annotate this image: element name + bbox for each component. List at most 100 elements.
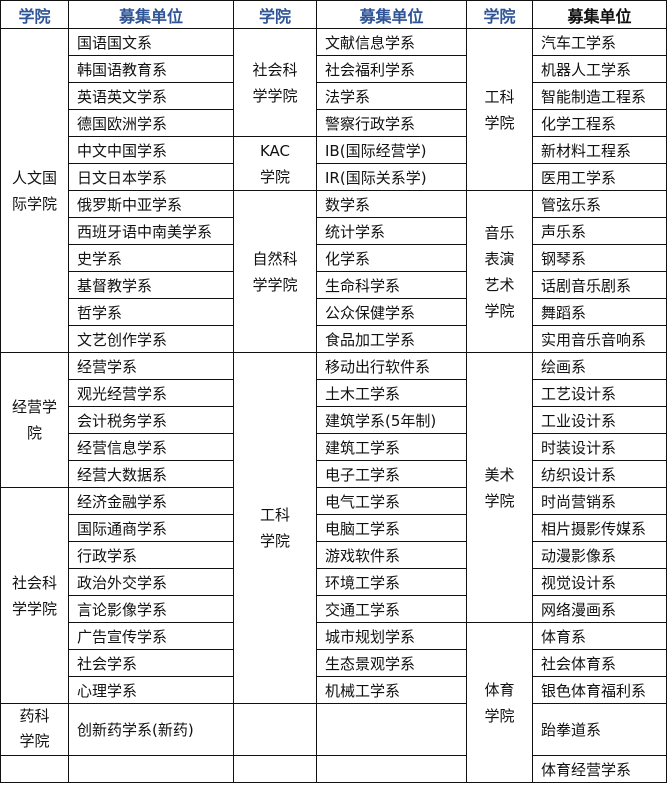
unit-cell: 话剧音乐剧系 — [532, 271, 667, 299]
college-cell: KAC 学院 — [233, 136, 317, 191]
header-college-3: 学院 — [466, 0, 533, 29]
unit-cell: 史学系 — [68, 244, 234, 272]
college-cell: 药科 学院 — [0, 703, 69, 756]
unit-cell: 实用音乐音响系 — [532, 325, 667, 353]
unit-cell: 俄罗斯中亚学系 — [68, 190, 234, 218]
table-row: 社会学系 生态景观学系 社会体育系 — [1, 649, 667, 677]
unit-cell: 哲学系 — [68, 298, 234, 326]
table-row: 心理学系 机械工学系 银色体育福利系 — [1, 676, 667, 704]
unit-cell: 汽车工学系 — [532, 28, 667, 56]
unit-cell: 基督教学系 — [68, 271, 234, 299]
unit-cell: 经营信息学系 — [68, 433, 234, 461]
table-row: 国际通商学系 电脑工学系 相片摄影传媒系 — [1, 514, 667, 542]
unit-cell: 时尚营销系 — [532, 487, 667, 515]
table-row: 经营学 院经营学系 工科 学院 移动出行软件系 美术 学院 绘画系 — [0, 352, 667, 704]
table-row: 哲学系 公众保健学系 舞蹈系 — [1, 298, 667, 326]
unit-cell: 舞蹈系 — [532, 298, 667, 326]
unit-cell: 文艺创作学系 — [68, 325, 234, 353]
unit-cell: 声乐系 — [532, 217, 667, 245]
unit-cell: 城市规划学系 — [316, 622, 467, 650]
unit-cell: 生态景观学系 — [316, 649, 467, 677]
college-cell: 音乐 表演 艺术 学院 — [466, 190, 533, 353]
table-row: 日文日本学系 IR(国际关系学) 医用工学系 — [1, 163, 667, 191]
unit-cell: 建筑工学系 — [316, 433, 467, 461]
college-cell: 经营学 院 — [0, 352, 69, 488]
unit-cell: 化学工程系 — [532, 109, 667, 137]
college-cell: 工科 学院 — [233, 352, 317, 704]
unit-cell: 游戏软件系 — [316, 541, 467, 569]
table-row: 药科 学院 创新药学系(新药) 跆拳道系 — [0, 703, 667, 756]
unit-cell: 动漫影像系 — [532, 541, 667, 569]
unit-cell: 电脑工学系 — [316, 514, 467, 542]
table-row: 社会科 学学院 经济金融学系 电气工学系 时尚营销系 — [0, 487, 667, 704]
unit-cell: 体育经营学系 — [532, 755, 667, 783]
unit-cell: 银色体育福利系 — [532, 676, 667, 704]
table-row: 史学系 化学系 钢琴系 — [1, 244, 667, 272]
unit-cell: 纺织设计系 — [532, 460, 667, 488]
unit-cell: 警察行政学系 — [316, 109, 467, 137]
unit-cell: 土木工学系 — [316, 379, 467, 407]
unit-cell: 经济金融学系 — [68, 487, 234, 515]
college-cell: 工科 学院 — [466, 28, 533, 191]
table-row: 人文国 际学院 国语国文系 社会科 学学院 文献信息学系 工科 学院 汽车工学系 — [0, 28, 667, 353]
unit-cell: 会计税务学系 — [68, 406, 234, 434]
college-cell: 美术 学院 — [466, 352, 533, 623]
unit-cell: 新材料工程系 — [532, 136, 667, 164]
table-row: 广告宣传学系 城市规划学系 体育 学院 体育系 — [1, 622, 667, 783]
unit-cell: 机器人工学系 — [532, 55, 667, 83]
unit-cell: 国际通商学系 — [68, 514, 234, 542]
unit-cell: 食品加工学系 — [316, 325, 467, 353]
header-unit-2: 募集单位 — [316, 0, 467, 29]
header-college-1: 学院 — [0, 0, 69, 29]
table-row: 西班牙语中南美学系 统计学系 声乐系 — [1, 217, 667, 245]
unit-cell: 广告宣传学系 — [68, 622, 234, 650]
college-cell: 自然科 学学院 — [233, 190, 317, 353]
unit-cell: 观光经营学系 — [68, 379, 234, 407]
unit-cell: 社会学系 — [68, 649, 234, 677]
unit-cell: IB(国际经营学) — [316, 136, 467, 164]
unit-cell: 日文日本学系 — [68, 163, 234, 191]
unit-cell: 经营大数据系 — [68, 460, 234, 488]
table-row: 经营大数据系 电子工学系 纺织设计系 — [1, 460, 667, 488]
unit-cell: 西班牙语中南美学系 — [68, 217, 234, 245]
unit-cell: 政治外交学系 — [68, 568, 234, 596]
college-cell: 人文国 际学院 — [0, 28, 69, 353]
unit-cell: 跆拳道系 — [532, 703, 667, 756]
unit-cell: 相片摄影传媒系 — [532, 514, 667, 542]
unit-cell — [68, 755, 234, 783]
unit-cell: 统计学系 — [316, 217, 467, 245]
unit-cell: 时装设计系 — [532, 433, 667, 461]
unit-cell: 电气工学系 — [316, 487, 467, 515]
unit-cell: 社会福利学系 — [316, 55, 467, 83]
unit-cell: 工艺设计系 — [532, 379, 667, 407]
unit-cell: 生命科学系 — [316, 271, 467, 299]
unit-cell: 建筑学系(5年制) — [316, 406, 467, 434]
header-college-2: 学院 — [233, 0, 317, 29]
unit-cell: 心理学系 — [68, 676, 234, 704]
unit-cell: 绘画系 — [532, 352, 667, 380]
unit-cell: 中文中国学系 — [68, 136, 234, 164]
unit-cell: 国语国文系 — [68, 28, 234, 56]
unit-cell: 数学系 — [316, 190, 467, 218]
college-cell — [233, 755, 317, 783]
unit-cell: 钢琴系 — [532, 244, 667, 272]
unit-cell: 电子工学系 — [316, 460, 467, 488]
unit-cell: 化学系 — [316, 244, 467, 272]
unit-cell: 工业设计系 — [532, 406, 667, 434]
header-unit-1: 募集单位 — [68, 0, 234, 29]
unit-cell: 管弦乐系 — [532, 190, 667, 218]
unit-cell: 德国欧洲学系 — [68, 109, 234, 137]
unit-cell: 移动出行软件系 — [316, 352, 467, 380]
table-row: 德国欧洲学系 警察行政学系 化学工程系 — [1, 109, 667, 137]
unit-cell — [316, 703, 467, 756]
unit-cell: 公众保健学系 — [316, 298, 467, 326]
unit-cell: 英语英文学系 — [68, 82, 234, 110]
unit-cell: 行政学系 — [68, 541, 234, 569]
unit-cell: IR(国际关系学) — [316, 163, 467, 191]
header-unit-3: 募集单位 — [532, 0, 667, 29]
unit-cell: 环境工学系 — [316, 568, 467, 596]
table-row: 俄罗斯中亚学系 自然科 学学院 数学系 音乐 表演 艺术 学院 管弦乐系 — [1, 190, 667, 353]
college-cell: 社会科 学学院 — [233, 28, 317, 137]
college-cell: 体育 学院 — [466, 622, 533, 783]
